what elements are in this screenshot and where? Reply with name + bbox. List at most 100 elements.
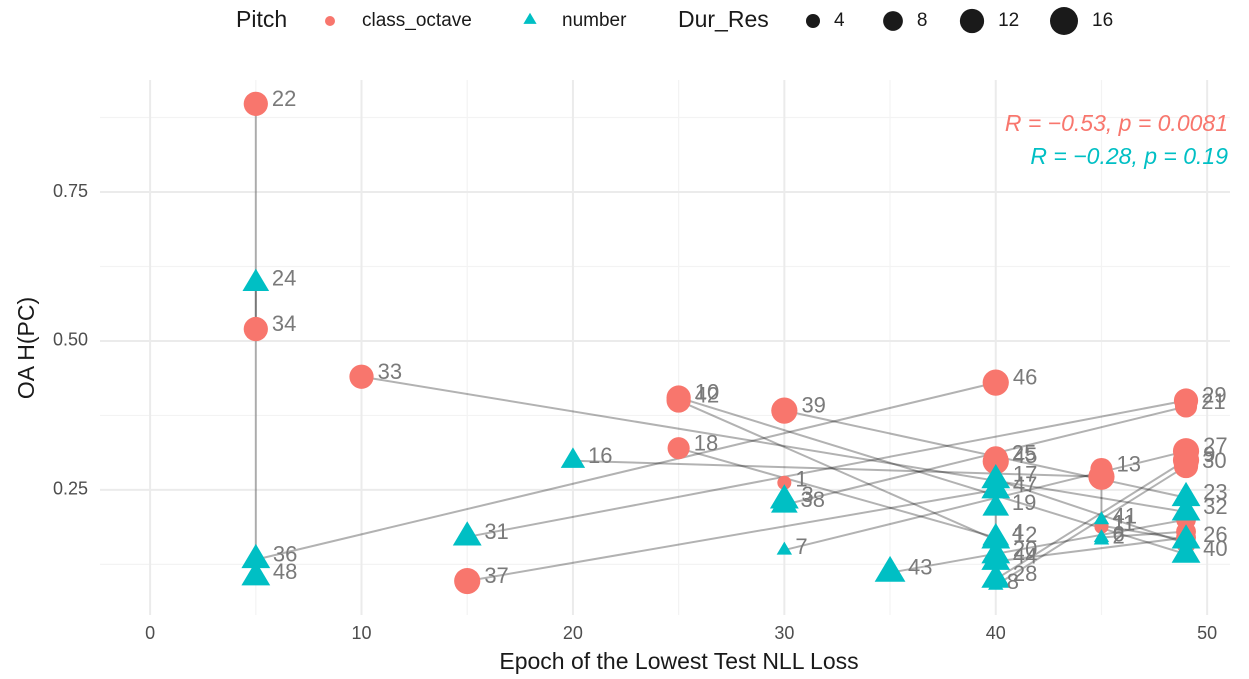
point-label: 29 <box>1202 383 1226 408</box>
point-label: 43 <box>908 554 932 579</box>
point-label: 36 <box>273 541 297 566</box>
point-label: 12 <box>1013 522 1037 547</box>
point <box>771 490 798 513</box>
legend-title: Pitch <box>236 6 287 32</box>
point-label: 9 <box>1203 442 1215 467</box>
point-label: 39 <box>801 393 825 418</box>
point <box>452 521 482 546</box>
point <box>243 316 268 342</box>
size-legend-label: 8 <box>917 10 928 31</box>
point-label: 30 <box>1202 448 1226 473</box>
point <box>242 268 270 292</box>
point <box>666 388 691 413</box>
legend-marker <box>325 16 335 26</box>
point-label: 18 <box>694 431 718 456</box>
x-tick-label: 30 <box>774 623 794 643</box>
point <box>1088 463 1115 490</box>
annotation: R = −0.53, p = 0.0081 <box>1005 110 1228 136</box>
connector <box>995 465 1187 587</box>
point <box>982 448 1009 475</box>
connector <box>995 478 1187 545</box>
point-label: 45 <box>1013 443 1037 468</box>
point <box>1171 496 1201 521</box>
y-tick-label: 0.75 <box>53 181 88 201</box>
connector <box>467 399 1187 538</box>
point-label: 42 <box>695 383 719 408</box>
point <box>454 567 481 595</box>
point <box>1171 538 1201 563</box>
x-tick-label: 40 <box>986 623 1006 643</box>
point <box>1093 511 1110 525</box>
connector <box>995 459 1187 581</box>
point-label: 44 <box>1013 543 1037 568</box>
x-axis-label: Epoch of the Lowest Test NLL Loss <box>499 648 858 674</box>
point <box>1171 524 1201 549</box>
legend-label: class_octave <box>362 10 472 31</box>
point-label: 10 <box>695 380 719 405</box>
point <box>982 493 1010 516</box>
point-label: 32 <box>1203 494 1227 519</box>
point-label: 40 <box>1203 536 1227 561</box>
x-tick-label: 20 <box>563 623 583 643</box>
point <box>241 561 271 586</box>
y-axis-label: OA H(PC) <box>13 297 39 399</box>
point-label: 21 <box>1201 389 1225 414</box>
point-label: 24 <box>272 265 296 290</box>
point-label: 1 <box>795 466 807 491</box>
point-label: 11 <box>1112 511 1135 536</box>
size-legend-label: 12 <box>998 10 1019 31</box>
connector <box>784 450 1187 552</box>
point-label: 38 <box>800 487 824 512</box>
point-label: 7 <box>795 534 807 559</box>
connector <box>889 518 1187 574</box>
legend-marker <box>523 12 537 24</box>
point-label: 8 <box>1007 569 1019 594</box>
point <box>981 563 1011 588</box>
point <box>981 545 1011 570</box>
connector <box>572 459 1102 478</box>
point-label: 19 <box>1012 490 1036 515</box>
point <box>777 475 792 490</box>
point <box>776 541 793 555</box>
legend-label: number <box>562 10 627 31</box>
point-label: 23 <box>1203 480 1227 505</box>
point <box>667 437 690 460</box>
point-label: 26 <box>1203 522 1227 547</box>
connector <box>1101 530 1187 539</box>
connector <box>255 381 996 561</box>
connector <box>995 536 1187 563</box>
point-label: 37 <box>484 563 508 588</box>
size-legend-marker <box>1050 7 1078 35</box>
point <box>988 576 1004 590</box>
connector <box>678 399 997 541</box>
point-label: 6 <box>1112 521 1124 546</box>
size-legend-marker <box>959 8 985 34</box>
point-label: 16 <box>588 443 612 468</box>
point <box>241 543 271 569</box>
x-tick-label: 10 <box>352 623 372 643</box>
x-tick-label: 0 <box>145 623 155 643</box>
x-tick-label: 50 <box>1197 623 1217 643</box>
point-label: 31 <box>484 519 508 544</box>
point-label: 46 <box>1013 365 1037 390</box>
point-label: 17 <box>1013 462 1037 487</box>
point-label: 34 <box>272 311 296 336</box>
point <box>560 447 586 468</box>
point-label: 47 <box>1013 472 1037 497</box>
point <box>349 364 374 389</box>
point-label: 33 <box>378 359 402 384</box>
y-tick-label: 0.50 <box>53 330 88 350</box>
point-label: 20 <box>1013 537 1037 562</box>
point-label: 48 <box>273 559 297 584</box>
point-label: 13 <box>1117 452 1141 477</box>
size-legend-marker <box>806 14 820 28</box>
y-tick-label: 0.25 <box>53 479 88 499</box>
point-label: 28 <box>1013 561 1037 586</box>
point-label: 3 <box>801 482 813 507</box>
point <box>1173 453 1199 479</box>
point <box>1093 529 1110 543</box>
point-label: 22 <box>272 86 296 111</box>
point <box>243 91 268 116</box>
point-label: 4 <box>1012 520 1024 545</box>
